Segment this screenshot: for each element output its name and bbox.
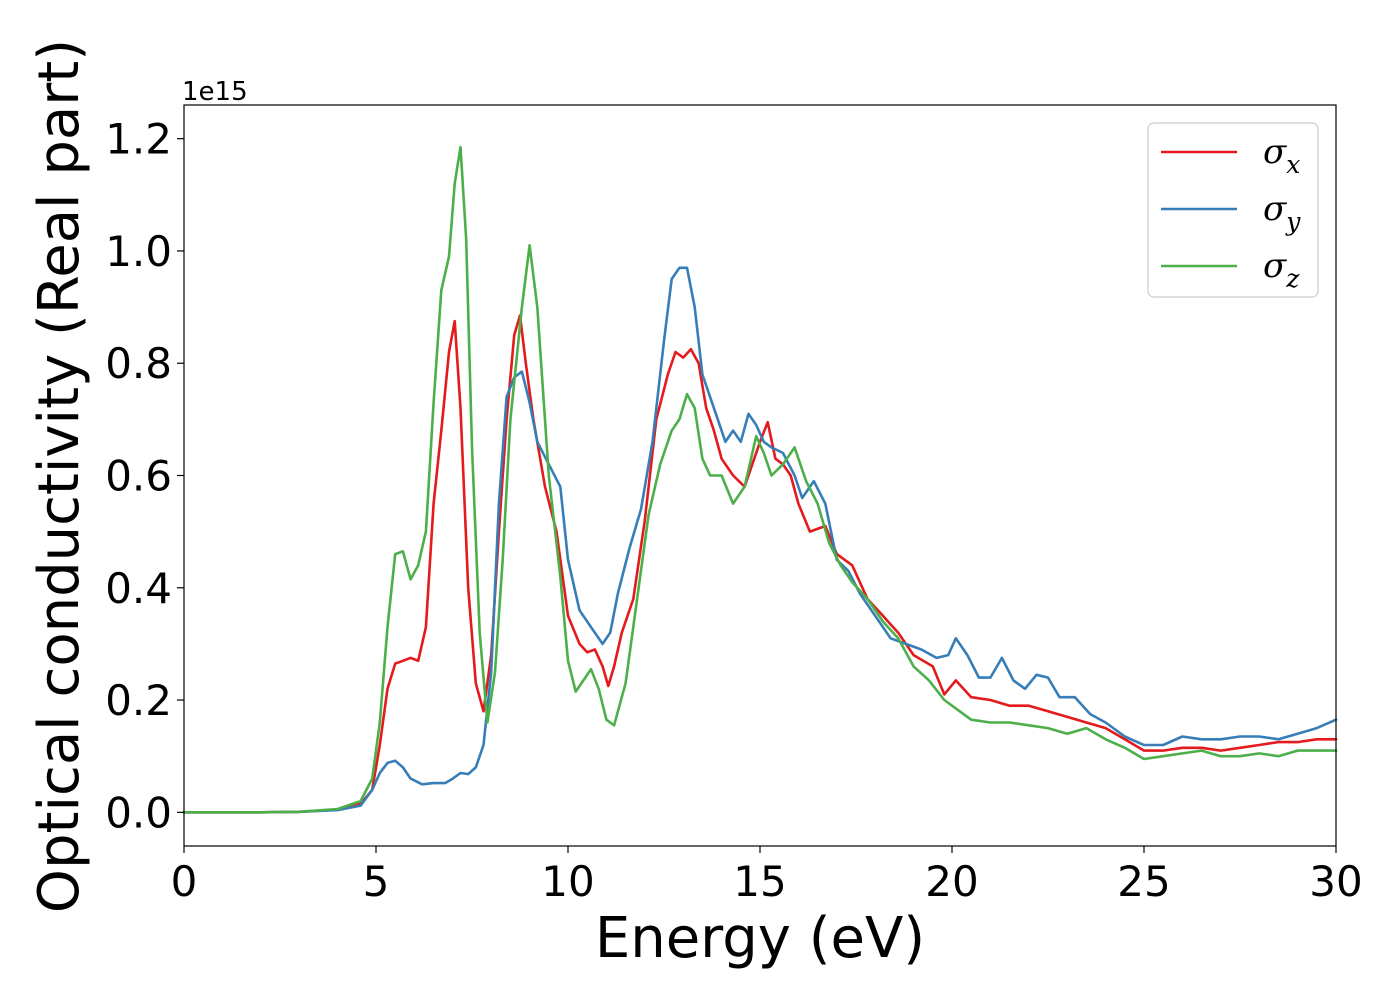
series-line-y bbox=[182, 266, 1338, 814]
y-tick-label: 0.8 bbox=[105, 339, 172, 388]
y-tick-label: 0.4 bbox=[105, 564, 172, 613]
x-axis: 0 5 10 15 20 25 30 bbox=[171, 846, 1363, 906]
x-tick-label: 30 bbox=[1309, 857, 1362, 906]
y-axis-title: Optical conductivity (Real part) bbox=[27, 39, 92, 913]
plot-lines bbox=[182, 145, 1338, 814]
y-tick-label: 1.0 bbox=[105, 227, 172, 276]
y-offset-label: 1e15 bbox=[182, 77, 248, 107]
y-tick-label: 0.0 bbox=[105, 788, 172, 837]
series-line-z bbox=[182, 145, 1338, 814]
y-axis: 0.0 0.2 0.4 0.6 0.8 1.0 1.2 bbox=[105, 115, 184, 837]
x-tick-label: 15 bbox=[733, 857, 786, 906]
x-axis-title: Energy (eV) bbox=[595, 906, 925, 971]
legend-label-x: σx bbox=[1263, 132, 1300, 179]
legend: σx σy σz bbox=[1147, 122, 1319, 298]
y-tick-label: 0.2 bbox=[105, 676, 172, 725]
x-tick-label: 0 bbox=[171, 857, 198, 906]
y-tick-label: 0.6 bbox=[105, 452, 172, 501]
legend-label-z: σz bbox=[1263, 246, 1300, 293]
x-tick-label: 10 bbox=[541, 857, 594, 906]
x-tick-label: 5 bbox=[363, 857, 390, 906]
x-tick-label: 20 bbox=[925, 857, 978, 906]
x-tick-label: 25 bbox=[1117, 857, 1170, 906]
legend-label-y: σy bbox=[1263, 189, 1301, 236]
series-line-x bbox=[182, 314, 1338, 814]
y-tick-label: 1.2 bbox=[105, 115, 172, 164]
